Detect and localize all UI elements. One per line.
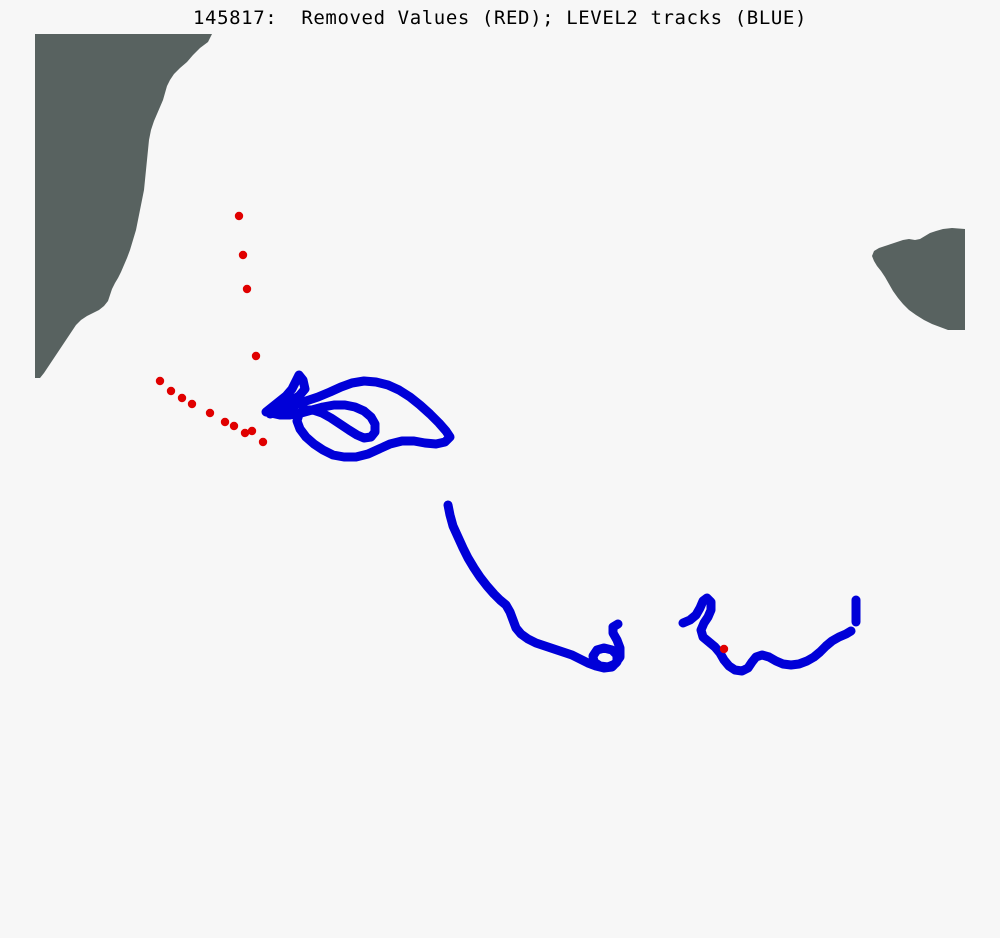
level2-track-path[interactable]: [443, 500, 625, 673]
eastern-landmass: [872, 228, 965, 330]
removed-values-layer[interactable]: [155, 211, 729, 654]
level2-track-path[interactable]: [678, 593, 856, 676]
removed-value-point[interactable]: [234, 211, 244, 221]
removed-value-point[interactable]: [251, 351, 261, 361]
removed-value-point[interactable]: [187, 399, 197, 409]
western-landmass: [35, 34, 212, 378]
removed-value-point[interactable]: [258, 437, 268, 447]
removed-value-point[interactable]: [155, 376, 165, 386]
removed-value-point[interactable]: [240, 428, 250, 438]
removed-value-point[interactable]: [220, 417, 230, 427]
removed-value-point[interactable]: [719, 644, 729, 654]
removed-value-point[interactable]: [247, 426, 257, 436]
removed-value-point[interactable]: [205, 408, 215, 418]
page-title: 145817: Removed Values (RED); LEVEL2 tra…: [193, 7, 807, 29]
level2-track-layer[interactable]: [261, 370, 861, 676]
removed-value-point[interactable]: [229, 421, 239, 431]
land-layer: [35, 34, 965, 378]
removed-value-point[interactable]: [238, 250, 248, 260]
removed-value-point[interactable]: [166, 386, 176, 396]
removed-value-point[interactable]: [242, 284, 252, 294]
removed-value-point[interactable]: [177, 393, 187, 403]
level2-track-path[interactable]: [261, 370, 455, 462]
